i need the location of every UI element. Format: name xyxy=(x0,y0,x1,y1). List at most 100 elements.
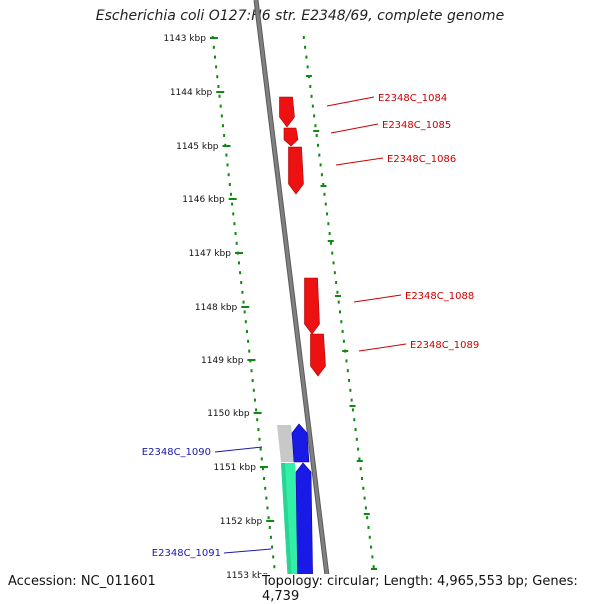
ruler-dash-right xyxy=(334,295,341,297)
ruler-dot-left xyxy=(265,496,268,500)
gene-arrow-E2348C_1091[interactable] xyxy=(295,462,314,600)
ruler-dot-right xyxy=(339,310,342,314)
ruler-dot-left xyxy=(267,516,270,520)
gene-arrow-E2348C_1084[interactable] xyxy=(279,96,295,128)
ruler-dash-right xyxy=(356,460,363,462)
ruler-dot-right xyxy=(332,261,335,265)
genome-title: Escherichia coli O127:H6 str. E2348/69, … xyxy=(95,8,505,24)
gene-label-connector xyxy=(326,96,375,107)
ruler-dot-right xyxy=(323,192,326,196)
ruler-dot-left xyxy=(256,418,259,422)
ruler-dot-left xyxy=(273,565,276,569)
gene-features[interactable] xyxy=(277,96,326,600)
kbp-tick-mark xyxy=(209,37,218,39)
ruler-dot-right xyxy=(326,212,329,216)
kbp-tick-mark xyxy=(259,466,268,468)
ruler-dot-right xyxy=(372,565,375,569)
gene-label-connector xyxy=(223,548,272,554)
ruler-dot-left xyxy=(232,212,235,216)
ruler-dash-right xyxy=(305,75,312,77)
ruler-dot-right xyxy=(329,241,332,245)
ruler-dot-right xyxy=(337,300,340,304)
ruler-dot-right xyxy=(324,202,327,206)
gene-region-grey xyxy=(277,425,295,462)
gene-label-E2348C_1084: E2348C_1084 xyxy=(378,93,447,104)
ruler-dot-right xyxy=(304,45,307,49)
ruler-dot-right xyxy=(328,232,331,235)
gene-arrow-E2348C_1088[interactable] xyxy=(304,277,320,335)
ruler-dot-left xyxy=(250,369,253,373)
ruler-dot-right xyxy=(333,271,336,275)
gene-arrow-E2348C_1090[interactable] xyxy=(291,423,310,463)
ruler-dot-right xyxy=(345,359,348,363)
gene-arrow-E2348C_1089[interactable] xyxy=(310,333,326,377)
ruler-dot-left xyxy=(212,45,215,49)
ruler-dot-right xyxy=(350,398,353,402)
ruler-dot-left xyxy=(229,192,232,196)
ruler-dot-right xyxy=(313,114,316,118)
kbp-tick-label: 1143 kbp xyxy=(164,34,207,44)
ruler-dot-left xyxy=(213,55,216,59)
ruler-dot-right xyxy=(322,183,325,186)
ruler-dot-right xyxy=(346,369,349,373)
ruler-dot-left xyxy=(237,261,240,265)
ruler-dot-right xyxy=(342,339,345,343)
ruler-dot-right xyxy=(351,408,354,412)
ruler-dash-right xyxy=(313,130,320,132)
gene-label-E2348C_1090: E2348C_1090 xyxy=(142,447,211,458)
gene-label-connector xyxy=(330,123,379,134)
ruler-dot-right xyxy=(354,428,357,431)
ruler-dot-left xyxy=(258,437,261,441)
ruler-dot-right xyxy=(302,36,305,39)
ruler-dot-left xyxy=(255,408,258,412)
ruler-dot-right xyxy=(318,153,321,157)
gene-arrow-E2348C_1086[interactable] xyxy=(288,146,304,195)
ruler-dash-right xyxy=(363,513,370,515)
ruler-dot-left xyxy=(259,447,262,451)
ruler-dot-left xyxy=(225,153,228,157)
ruler-dot-right xyxy=(349,388,352,392)
gene-label-E2348C_1091: E2348C_1091 xyxy=(152,548,221,559)
kbp-tick-mark xyxy=(234,252,243,254)
ruler-dot-right xyxy=(317,143,320,147)
genome-backbone xyxy=(253,0,333,600)
ruler-dot-right xyxy=(340,320,343,324)
kbp-tick-label: 1148 kbp xyxy=(195,303,238,313)
ruler-dot-left xyxy=(264,486,267,490)
ruler-dot-right xyxy=(366,516,369,520)
ruler-dot-right xyxy=(331,251,334,255)
kbp-tick-mark xyxy=(247,359,256,361)
gene-labels: E2348C_1084 E2348C_1085 E2348C_1086 E2348C_… xyxy=(142,93,479,559)
ruler-dot-right xyxy=(320,173,323,177)
ruler-dot-left xyxy=(244,320,247,324)
kbp-tick-label: 1151 kbp xyxy=(214,463,257,473)
ruler-dash-right xyxy=(342,350,349,352)
kbp-tick-label: 1149 kbp xyxy=(201,356,244,366)
kbp-tick-label: 1145 kbp xyxy=(176,142,219,152)
gene-arrow-E2348C_1085[interactable] xyxy=(283,127,299,147)
gene-label-E2348C_1088: E2348C_1088 xyxy=(405,291,474,302)
gene-label-E2348C_1085: E2348C_1085 xyxy=(382,120,451,131)
ruler-dot-left xyxy=(227,173,230,177)
kbp-tick-mark xyxy=(216,91,225,93)
ruler-dot-right xyxy=(336,290,339,294)
accession-text: Accession: NC_011601 xyxy=(8,574,156,589)
ruler-dot-right xyxy=(359,467,362,471)
ruler-dot-right xyxy=(311,104,314,108)
right-dotted-ruler xyxy=(302,36,379,598)
ruler-dot-left xyxy=(245,330,248,333)
ruler-dot-left xyxy=(234,232,237,235)
ruler-dot-left xyxy=(233,222,236,226)
kbp-tick-mark xyxy=(241,306,250,308)
ruler-dash-right xyxy=(371,568,378,570)
ruler-dot-left xyxy=(231,202,234,206)
kbp-tick-mark xyxy=(253,412,262,414)
ruler-dot-left xyxy=(260,457,263,461)
ruler-dot-right xyxy=(361,477,364,480)
kbp-tick-label: 1153 kbp xyxy=(226,571,269,581)
ruler-dot-right xyxy=(353,418,356,422)
ruler-dot-left xyxy=(253,398,256,402)
ruler-dot-left xyxy=(221,124,224,128)
ruler-dot-right xyxy=(370,545,373,549)
ruler-dot-right xyxy=(355,437,358,441)
